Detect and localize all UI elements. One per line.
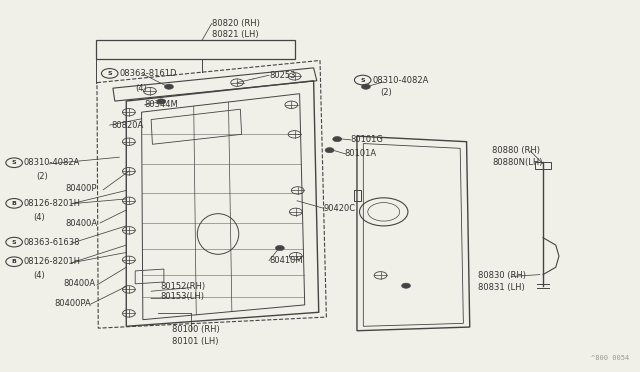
Circle shape [164,84,173,89]
Circle shape [157,99,166,104]
Text: S: S [360,77,365,83]
Text: (4): (4) [33,271,45,280]
Text: (4): (4) [135,84,147,93]
Text: 80101 (LH): 80101 (LH) [172,337,219,346]
Circle shape [325,148,334,153]
Text: S: S [12,240,17,245]
Circle shape [275,246,284,251]
Text: 08310-4082A: 08310-4082A [372,76,429,84]
Text: (2): (2) [381,89,392,97]
Text: ^800 0054: ^800 0054 [591,355,629,361]
Text: 80831 (LH): 80831 (LH) [478,283,525,292]
Text: 80400A: 80400A [64,279,96,288]
Text: 80820A: 80820A [111,121,143,130]
Text: B: B [12,201,17,206]
Text: 08310-4082A: 08310-4082A [24,158,80,167]
Text: 80410M: 80410M [269,256,303,265]
Text: S: S [108,71,112,76]
Text: B: B [12,259,17,264]
Text: (2): (2) [36,172,48,181]
Text: 80344M: 80344M [145,100,179,109]
Circle shape [362,84,371,89]
Circle shape [401,283,410,288]
Text: 80821 (LH): 80821 (LH) [212,30,259,39]
Text: 80253: 80253 [269,71,296,80]
Text: 80152(RH): 80152(RH) [161,282,206,291]
Text: 80100 (RH): 80100 (RH) [172,326,220,334]
Text: 80880 (RH): 80880 (RH) [492,146,540,155]
Text: 08363-61638: 08363-61638 [24,238,80,247]
Circle shape [333,137,342,142]
Text: 80830 (RH): 80830 (RH) [478,271,526,280]
Text: 80101G: 80101G [351,135,383,144]
Text: 80400A: 80400A [65,219,97,228]
Text: 80820 (RH): 80820 (RH) [212,19,260,28]
Text: 90420C: 90420C [323,203,355,213]
Text: 08126-8201H: 08126-8201H [24,199,81,208]
Text: 80880N(LH): 80880N(LH) [492,158,543,167]
Text: (4): (4) [33,213,45,222]
Text: 80153(LH): 80153(LH) [161,292,205,301]
Text: 08363-8161D: 08363-8161D [119,69,177,78]
Text: 80400PA: 80400PA [54,299,91,308]
Text: 08126-8201H: 08126-8201H [24,257,81,266]
Text: S: S [12,160,17,165]
Text: 80101A: 80101A [344,149,376,158]
Text: 80400P: 80400P [65,184,97,193]
